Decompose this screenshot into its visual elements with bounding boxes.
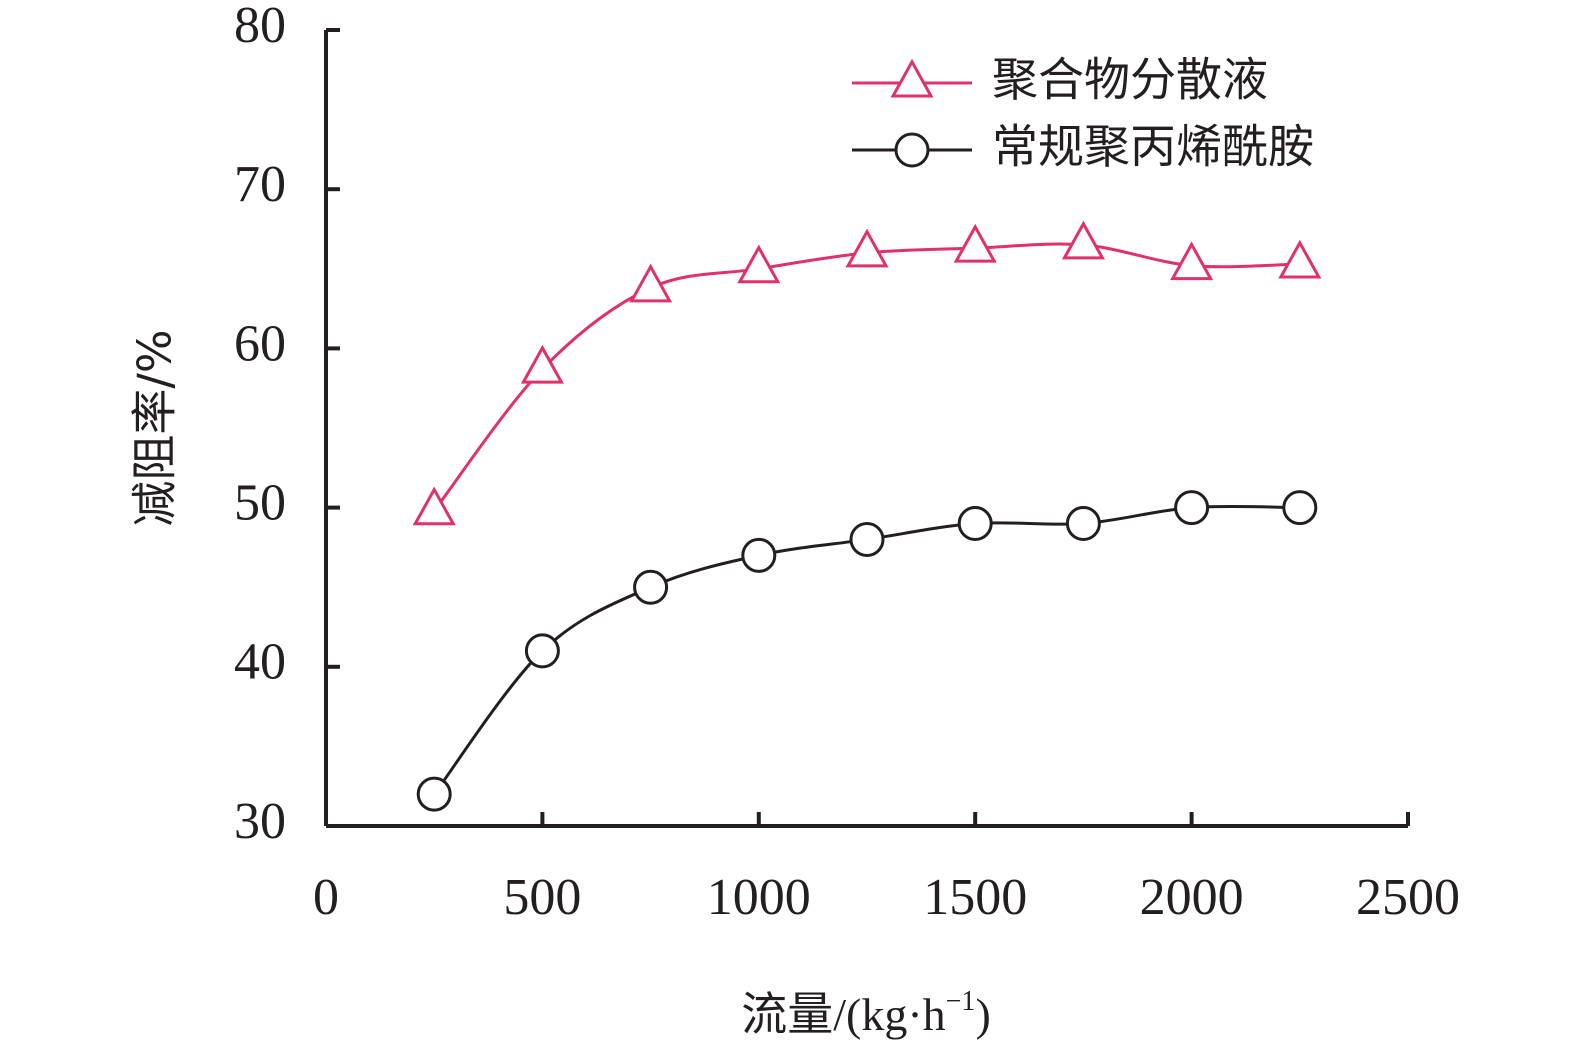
triangle-marker (1170, 241, 1214, 281)
legend-label: 常规聚丙烯酰胺 (992, 120, 1314, 174)
legend-circle-icon (894, 132, 930, 168)
series-line (433, 242, 1300, 512)
x-axis-title-unit: /(kg·h (833, 989, 945, 1040)
series-2 (416, 490, 1318, 812)
legend-triangle-icon (890, 58, 934, 98)
circle-marker (524, 633, 560, 669)
triangle-marker (412, 486, 456, 526)
y-tick-label: 60 (234, 315, 286, 372)
x-axis-title-close: ) (975, 989, 990, 1040)
y-tick-label: 80 (234, 0, 286, 54)
series-layer (412, 220, 1322, 812)
series-1 (412, 220, 1322, 526)
circle-marker (416, 776, 452, 812)
x-axis-title-cjk: 流量 (741, 987, 833, 1041)
triangle-marker (737, 244, 781, 284)
circle-marker (741, 537, 777, 573)
x-tick-label: 0 (313, 869, 339, 926)
triangle-marker (953, 223, 997, 263)
x-tick-label: 2000 (1140, 869, 1244, 926)
circle-marker (849, 521, 885, 557)
triangle-marker (1278, 239, 1322, 279)
x-tick-label: 1000 (707, 869, 811, 926)
x-axis-title: 流量/(kg·h−1) (741, 986, 991, 1041)
circle-marker (633, 569, 669, 605)
circle-marker (1065, 506, 1101, 542)
y-tick-label: 40 (234, 634, 286, 691)
circle-marker (957, 506, 993, 542)
triangle-marker (520, 344, 564, 384)
y-axis-title: 减阻率/% (128, 329, 182, 526)
triangle-marker (845, 228, 889, 268)
legend-label: 聚合物分散液 (992, 53, 1268, 107)
legend-item: 常规聚丙烯酰胺 (852, 120, 1314, 174)
y-tick-label: 50 (234, 475, 286, 532)
y-tick-label: 30 (234, 793, 286, 850)
x-tick-label: 2500 (1356, 869, 1460, 926)
axes: 30 40 50 60 70 80 0 500 1000 1500 2000 2500 (234, 0, 1460, 926)
legend-item: 聚合物分散液 (852, 53, 1268, 107)
x-tick-label: 500 (503, 869, 581, 926)
x-axis-title-exponent: −1 (946, 986, 976, 1017)
triangle-marker (629, 263, 673, 303)
x-tick-label: 1500 (923, 869, 1027, 926)
circle-marker (1174, 490, 1210, 526)
triangle-marker (1061, 220, 1105, 260)
y-tick-label: 70 (234, 156, 286, 213)
circle-marker (1282, 490, 1318, 526)
